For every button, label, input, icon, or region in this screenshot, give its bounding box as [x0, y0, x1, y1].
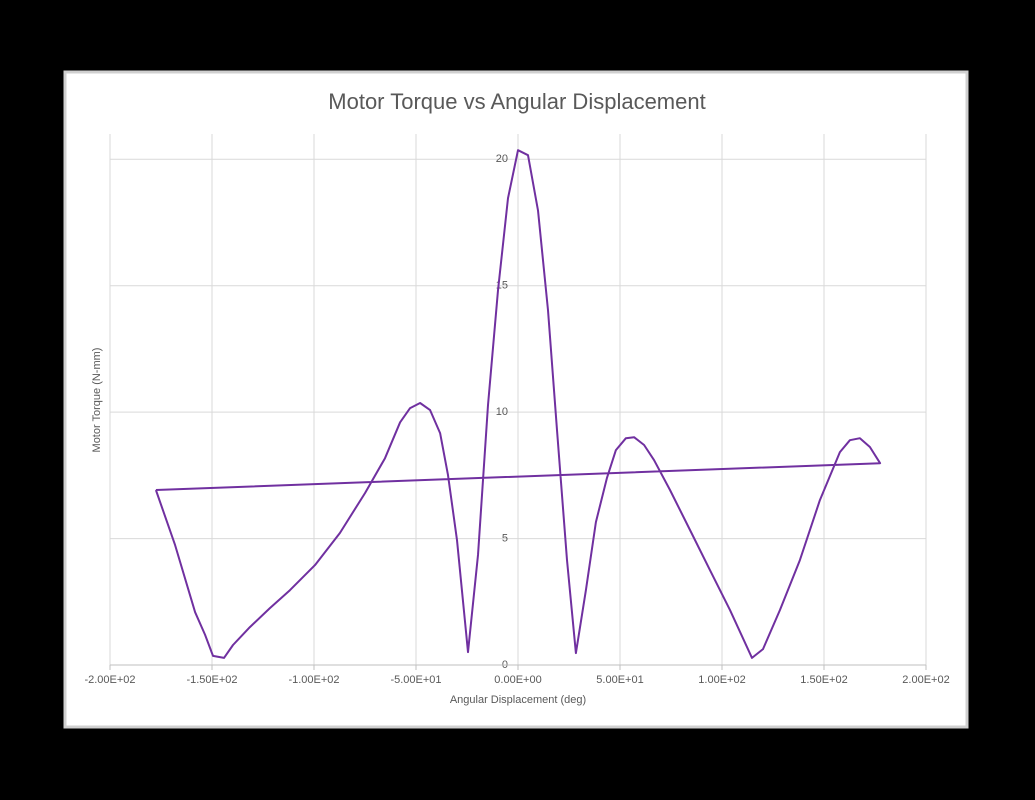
x-tick-label: 5.00E+01	[596, 674, 643, 686]
x-tick-label: 1.50E+02	[800, 674, 847, 686]
chart-panel	[63, 70, 969, 729]
y-axis-label: Motor Torque (N-mm)	[91, 348, 103, 453]
x-tick-label: 2.00E+02	[902, 674, 949, 686]
x-tick-label: -5.00E+01	[390, 674, 441, 686]
x-tick-label: 0.00E+00	[494, 674, 541, 686]
x-tick-label: -2.00E+02	[84, 674, 135, 686]
y-tick-label: 5	[502, 532, 508, 544]
data-line	[154, 149, 882, 659]
x-tick-label: -1.00E+02	[288, 674, 339, 686]
y-tick-label: 20	[496, 153, 508, 165]
x-tick-label: -1.50E+02	[186, 674, 237, 686]
chart-title: Motor Torque vs Angular Displacement	[328, 89, 705, 114]
x-axis-label: Angular Displacement (deg)	[450, 694, 586, 706]
y-tick-label: 10	[496, 406, 508, 418]
x-tick-label: 1.00E+02	[698, 674, 745, 686]
